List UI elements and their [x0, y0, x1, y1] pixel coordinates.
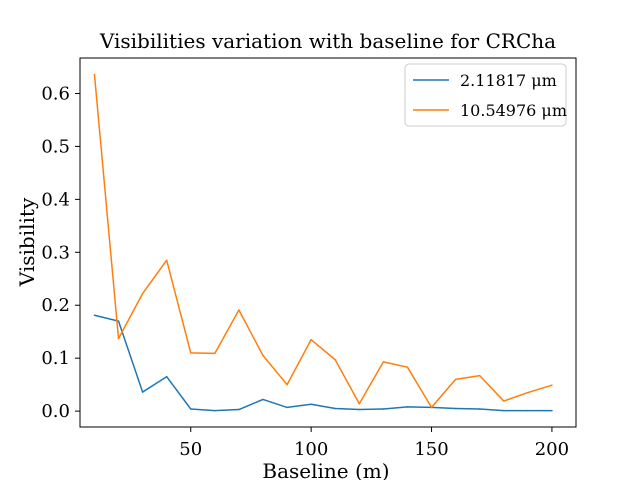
data-point: [310, 338, 312, 341]
x-axis: 50 100 150 200: [179, 427, 569, 460]
data-point: [430, 406, 433, 409]
x-tick-label: 100: [294, 439, 328, 460]
x-tick-label: 150: [414, 439, 448, 460]
data-point: [165, 259, 168, 261]
y-tick-label: 0.3: [41, 242, 70, 263]
legend: 2.11817 μm 10.54976 μm: [404, 63, 567, 127]
x-axis-title: Baseline (m): [262, 459, 389, 480]
data-point: [190, 352, 192, 354]
data-point: [406, 406, 409, 408]
data-point: [382, 361, 385, 363]
data-point: [310, 403, 312, 405]
y-axis-title: Visibility: [15, 197, 39, 287]
y-tick-label: 0.1: [41, 348, 70, 369]
data-point: [503, 409, 505, 412]
plot-area: [93, 73, 553, 412]
data-point: [141, 391, 144, 393]
data-point: [93, 73, 96, 76]
data-point: [406, 366, 409, 368]
data-point: [214, 409, 216, 412]
data-point: [454, 378, 457, 381]
data-point: [117, 320, 120, 322]
series-line-2: [93, 74, 553, 409]
data-point: [551, 384, 553, 386]
data-point: [165, 375, 168, 378]
data-point: [286, 406, 288, 409]
y-tick-label: 0.2: [41, 295, 70, 316]
data-point: [334, 359, 336, 361]
data-point: [503, 400, 505, 402]
data-point: [190, 408, 192, 410]
plot-frame: [79, 57, 577, 428]
data-point: [478, 408, 481, 410]
data-point: [527, 391, 529, 394]
x-tick-label: 50: [179, 439, 202, 460]
data-point: [93, 314, 96, 317]
data-point: [262, 354, 264, 357]
y-axis: 0.0 0.1 0.2 0.3 0.4 0.5 0.6: [41, 83, 80, 422]
data-point: [286, 383, 288, 386]
data-point: [238, 309, 240, 311]
legend-label: 10.54976 μm: [460, 101, 567, 120]
y-tick-label: 0.0: [41, 401, 70, 422]
y-tick-label: 0.6: [41, 83, 70, 104]
data-point: [117, 337, 120, 340]
data-point: [454, 407, 457, 410]
chart-title: Visibilities variation with baseline for…: [99, 29, 556, 53]
legend-label: 2.11817 μm: [460, 71, 557, 90]
data-point: [358, 408, 361, 411]
data-point: [358, 402, 361, 405]
data-point: [478, 374, 481, 377]
y-tick-label: 0.5: [41, 136, 70, 157]
data-point: [527, 409, 529, 412]
data-point: [262, 398, 264, 401]
data-point: [382, 408, 385, 410]
data-point: [141, 292, 144, 295]
data-point: [238, 408, 240, 411]
data-point: [551, 409, 553, 412]
series-line-1: [94, 314, 552, 412]
x-tick-label: 200: [535, 439, 569, 460]
data-point: [334, 407, 336, 410]
y-tick-label: 0.4: [41, 189, 70, 210]
data-point: [214, 352, 216, 355]
